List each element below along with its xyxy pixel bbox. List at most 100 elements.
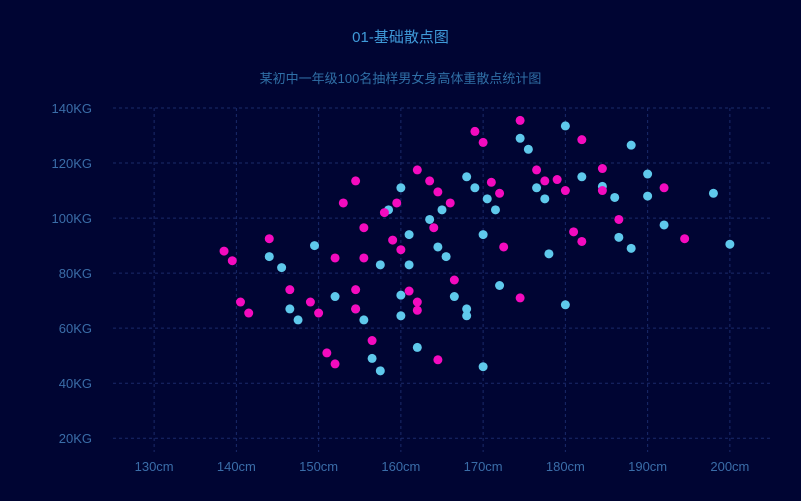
scatter-point-series-2[interactable] xyxy=(470,126,480,136)
scatter-point-series-2[interactable] xyxy=(412,297,422,307)
scatter-point-series-1[interactable] xyxy=(495,281,505,291)
scatter-point-series-1[interactable] xyxy=(359,315,369,325)
scatter-point-series-2[interactable] xyxy=(264,234,274,244)
scatter-point-series-1[interactable] xyxy=(462,304,472,314)
scatter-point-series-1[interactable] xyxy=(264,252,274,262)
scatter-point-series-1[interactable] xyxy=(367,353,377,363)
scatter-point-series-2[interactable] xyxy=(560,186,570,196)
scatter-point-series-1[interactable] xyxy=(375,260,385,270)
scatter-point-series-1[interactable] xyxy=(404,260,414,270)
scatter-point-series-2[interactable] xyxy=(449,275,459,285)
scatter-point-series-1[interactable] xyxy=(330,292,340,302)
scatter-point-series-2[interactable] xyxy=(412,165,422,175)
scatter-point-series-1[interactable] xyxy=(470,183,480,193)
scatter-point-series-2[interactable] xyxy=(338,198,348,208)
scatter-point-series-2[interactable] xyxy=(433,355,443,365)
scatter-point-series-2[interactable] xyxy=(359,223,369,233)
scatter-point-series-1[interactable] xyxy=(396,290,406,300)
scatter-point-series-2[interactable] xyxy=(614,214,624,224)
scatter-point-series-1[interactable] xyxy=(560,300,570,310)
scatter-point-series-2[interactable] xyxy=(314,308,324,318)
scatter-point-series-2[interactable] xyxy=(515,115,525,125)
scatter-point-series-1[interactable] xyxy=(310,241,320,251)
scatter-point-series-2[interactable] xyxy=(235,297,245,307)
scatter-point-series-2[interactable] xyxy=(359,253,369,263)
scatter-point-series-2[interactable] xyxy=(330,359,340,369)
scatter-point-series-1[interactable] xyxy=(412,342,422,352)
scatter-point-series-2[interactable] xyxy=(305,297,315,307)
scatter-point-series-1[interactable] xyxy=(437,205,447,215)
scatter-point-series-1[interactable] xyxy=(523,144,533,154)
scatter-point-series-1[interactable] xyxy=(375,366,385,376)
scatter-point-series-2[interactable] xyxy=(680,234,690,244)
scatter-point-series-2[interactable] xyxy=(569,227,579,237)
scatter-point-series-2[interactable] xyxy=(219,246,229,256)
scatter-point-series-2[interactable] xyxy=(404,286,414,296)
scatter-point-series-2[interactable] xyxy=(515,293,525,303)
scatter-point-series-1[interactable] xyxy=(404,230,414,240)
scatter-point-series-1[interactable] xyxy=(425,214,435,224)
scatter-point-series-2[interactable] xyxy=(552,175,562,185)
scatter-point-series-1[interactable] xyxy=(490,205,500,215)
scatter-point-series-1[interactable] xyxy=(396,183,406,193)
scatter-point-series-1[interactable] xyxy=(277,263,287,273)
scatter-point-series-2[interactable] xyxy=(388,235,398,245)
scatter-point-series-1[interactable] xyxy=(643,169,653,179)
scatter-point-series-2[interactable] xyxy=(597,186,607,196)
scatter-point-series-1[interactable] xyxy=(643,191,653,201)
scatter-point-series-1[interactable] xyxy=(659,220,669,230)
scatter-point-series-2[interactable] xyxy=(577,236,587,246)
scatter-point-series-1[interactable] xyxy=(462,311,472,321)
scatter-point-series-2[interactable] xyxy=(330,253,340,263)
scatter-point-series-1[interactable] xyxy=(462,172,472,182)
scatter-point-series-1[interactable] xyxy=(626,140,636,150)
scatter-point-series-2[interactable] xyxy=(499,242,509,252)
scatter-point-series-2[interactable] xyxy=(495,188,505,198)
scatter-point-series-2[interactable] xyxy=(227,256,237,266)
scatter-point-series-1[interactable] xyxy=(614,232,624,242)
scatter-point-series-1[interactable] xyxy=(626,243,636,253)
scatter-point-series-2[interactable] xyxy=(322,348,332,358)
scatter-point-series-2[interactable] xyxy=(433,187,443,197)
scatter-point-series-1[interactable] xyxy=(532,183,542,193)
scatter-point-series-2[interactable] xyxy=(351,285,361,295)
scatter-point-series-2[interactable] xyxy=(285,285,295,295)
scatter-point-series-1[interactable] xyxy=(540,194,550,204)
scatter-point-series-2[interactable] xyxy=(478,137,488,147)
scatter-point-series-2[interactable] xyxy=(577,135,587,145)
scatter-point-series-2[interactable] xyxy=(445,198,455,208)
scatter-point-series-2[interactable] xyxy=(367,336,377,346)
scatter-point-series-1[interactable] xyxy=(449,292,459,302)
scatter-point-series-1[interactable] xyxy=(433,242,443,252)
scatter-point-series-2[interactable] xyxy=(392,198,402,208)
scatter-point-series-1[interactable] xyxy=(577,172,587,182)
y-tick-label: 40KG xyxy=(59,376,92,391)
scatter-point-series-2[interactable] xyxy=(597,164,607,174)
scatter-point-series-2[interactable] xyxy=(425,176,435,186)
scatter-point-series-2[interactable] xyxy=(429,223,439,233)
scatter-point-series-2[interactable] xyxy=(532,165,542,175)
scatter-point-series-2[interactable] xyxy=(379,208,389,218)
scatter-point-series-1[interactable] xyxy=(482,194,492,204)
scatter-point-series-1[interactable] xyxy=(478,230,488,240)
scatter-point-series-1[interactable] xyxy=(441,252,451,262)
scatter-point-series-2[interactable] xyxy=(412,305,422,315)
scatter-point-series-2[interactable] xyxy=(244,308,254,318)
scatter-point-series-2[interactable] xyxy=(486,177,496,187)
scatter-point-series-1[interactable] xyxy=(544,249,554,259)
scatter-point-series-1[interactable] xyxy=(515,133,525,143)
scatter-point-series-2[interactable] xyxy=(396,245,406,255)
scatter-point-series-2[interactable] xyxy=(351,176,361,186)
scatter-point-series-1[interactable] xyxy=(478,362,488,372)
scatter-point-series-1[interactable] xyxy=(725,239,735,249)
scatter-point-series-2[interactable] xyxy=(659,183,669,193)
scatter-point-series-1[interactable] xyxy=(708,188,718,198)
scatter-point-series-2[interactable] xyxy=(540,176,550,186)
scatter-point-series-1[interactable] xyxy=(396,311,406,321)
scatter-point-series-1[interactable] xyxy=(285,304,295,314)
scatter-point-series-2[interactable] xyxy=(351,304,361,314)
scatter-point-series-1[interactable] xyxy=(560,121,570,131)
scatter-point-series-1[interactable] xyxy=(293,315,303,325)
scatter-point-series-1[interactable] xyxy=(610,192,620,202)
